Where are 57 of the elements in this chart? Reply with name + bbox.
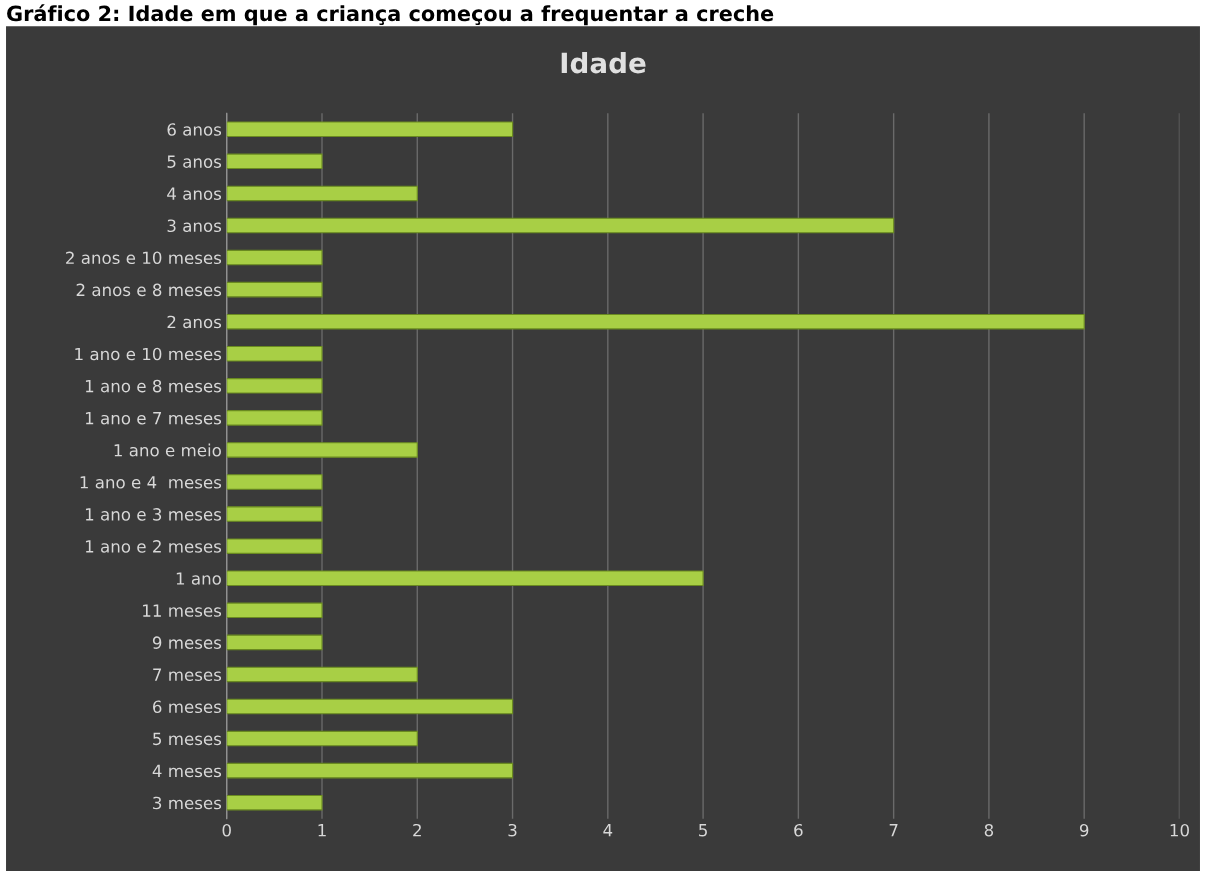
x-tick-label: 8 [984, 823, 994, 837]
bar [226, 538, 323, 554]
y-tick-label: 1 ano [176, 572, 221, 585]
bar [226, 602, 323, 619]
y-tick-label: 4 meses [152, 764, 222, 778]
bar [226, 121, 514, 138]
x-tick-label: 0 [222, 823, 231, 837]
bar [226, 185, 418, 202]
y-tick-label: 3 meses [153, 796, 222, 810]
y-tick-label: 1 ano e 4 meses [80, 476, 222, 489]
x-tick-label: 9 [1079, 823, 1089, 837]
y-tick-label: 1 ano e 8 meses [85, 379, 222, 393]
bar [226, 249, 323, 266]
y-tick-label: 5 anos [167, 155, 222, 168]
chart-subtitle: Idade [561, 51, 646, 74]
y-tick-label: 2 anos e 8 meses [76, 283, 222, 297]
bar [226, 634, 323, 651]
bar [226, 153, 323, 170]
y-tick-label: 1 ano e meio [114, 443, 221, 457]
x-tick-label: 6 [794, 823, 803, 837]
y-tick-label: 6 anos [167, 123, 222, 136]
bar [226, 313, 1085, 330]
bar [226, 730, 418, 747]
y-tick-label: 1 ano e 10 meses [75, 347, 222, 361]
y-tick-label: 5 meses [153, 732, 222, 746]
bar [226, 474, 323, 490]
bar [226, 794, 323, 811]
x-tick-label: 2 [413, 823, 421, 837]
bar [226, 698, 514, 715]
bar [226, 410, 323, 426]
x-tick-label: 1 [318, 824, 326, 837]
y-tick-label: 1 ano e 7 meses [85, 412, 222, 425]
bar [226, 506, 323, 522]
y-tick-label: 2 anos e 10 meses [66, 251, 222, 265]
bar [226, 281, 323, 298]
bar [226, 217, 895, 234]
y-tick-label: 2 anos [167, 315, 222, 329]
bar [226, 442, 418, 458]
y-tick-label: 9 meses [152, 636, 222, 649]
y-tick-label: 1 ano e 3 meses [85, 508, 222, 521]
x-tick-label: 5 [699, 824, 707, 837]
chart-title: Gráfico 2: Idade em que a criança começou a frequentar a creche [7, 4, 774, 26]
y-tick-label: 1 ano e 2 meses [85, 540, 222, 553]
y-tick-label: 7 meses [153, 668, 222, 681]
x-tick-label: 3 [508, 823, 517, 837]
y-tick-label: 4 anos [167, 187, 222, 200]
bar [226, 666, 418, 683]
bar [226, 570, 704, 586]
y-tick-label: 11 meses [143, 604, 222, 617]
bar [226, 345, 323, 362]
bar [226, 378, 323, 394]
y-tick-label: 3 anos [167, 219, 222, 233]
x-tick-label: 4 [603, 824, 613, 837]
x-tick-label: 10 [1170, 823, 1189, 837]
y-tick-label: 6 meses [153, 700, 222, 714]
bar [226, 762, 514, 779]
x-tick-label: 7 [889, 824, 898, 837]
